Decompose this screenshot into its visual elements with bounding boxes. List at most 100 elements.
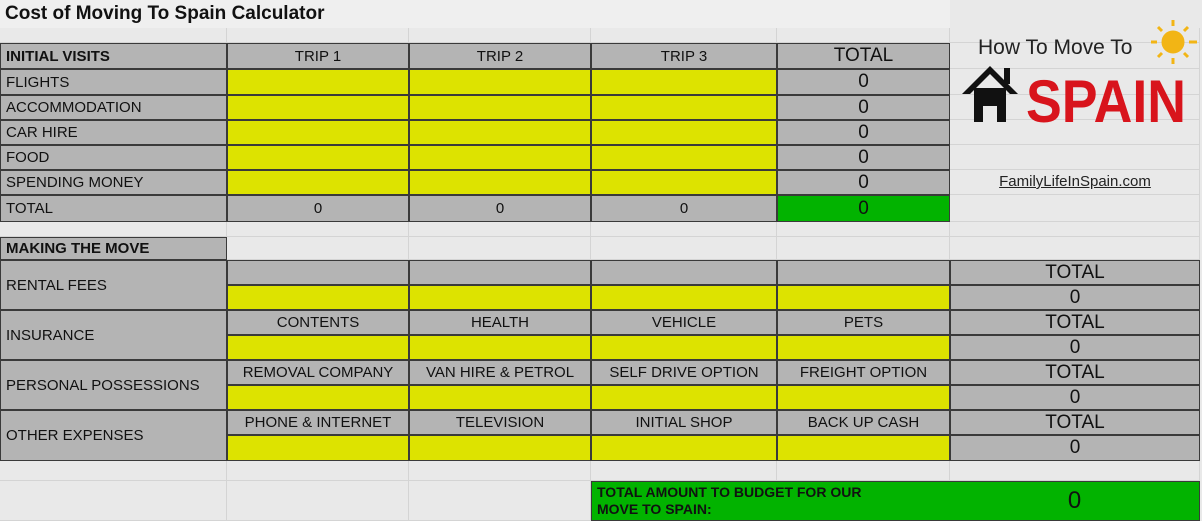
grid-cell[interactable] bbox=[0, 28, 227, 43]
grand-total-label: TOTAL AMOUNT TO BUDGET FOR OUR MOVE TO S… bbox=[591, 481, 950, 521]
row-label: FLIGHTS bbox=[0, 69, 227, 95]
cost-input[interactable] bbox=[227, 120, 409, 145]
cost-input[interactable] bbox=[777, 285, 950, 310]
section-label: RENTAL FEES bbox=[0, 260, 227, 310]
cost-input[interactable] bbox=[409, 435, 591, 461]
cost-input[interactable] bbox=[409, 385, 591, 410]
column-header: CONTENTS bbox=[227, 310, 409, 335]
row-label: SPENDING MONEY bbox=[0, 170, 227, 195]
cost-input[interactable] bbox=[591, 95, 777, 120]
cost-input[interactable] bbox=[591, 385, 777, 410]
column-header: BACK UP CASH bbox=[777, 410, 950, 435]
cost-input[interactable] bbox=[227, 69, 409, 95]
grid-cell[interactable] bbox=[950, 237, 1200, 260]
cost-input[interactable] bbox=[591, 285, 777, 310]
cost-input[interactable] bbox=[591, 69, 777, 95]
section-total-label: TOTAL bbox=[950, 260, 1200, 285]
cost-input[interactable] bbox=[591, 120, 777, 145]
website-link[interactable]: FamilyLifeInSpain.com bbox=[999, 173, 1151, 190]
section-total-label: TOTAL bbox=[950, 410, 1200, 435]
column-header: INITIAL SHOP bbox=[591, 410, 777, 435]
row-total: 0 bbox=[777, 145, 950, 170]
grand-total-value: 0 bbox=[950, 481, 1200, 521]
grid-cell[interactable] bbox=[950, 145, 1200, 170]
grid-cell[interactable] bbox=[950, 43, 1200, 69]
grid-cell[interactable] bbox=[950, 170, 1200, 195]
cost-input[interactable] bbox=[777, 385, 950, 410]
cost-input[interactable] bbox=[777, 335, 950, 360]
sun-icon bbox=[1151, 20, 1197, 64]
grid-cell[interactable] bbox=[409, 237, 591, 260]
grid-cell[interactable] bbox=[591, 222, 777, 237]
column-header: TRIP 2 bbox=[409, 43, 591, 69]
grid-cell[interactable] bbox=[409, 222, 591, 237]
cost-input[interactable] bbox=[409, 95, 591, 120]
logo-line2: SPAIN bbox=[1026, 68, 1186, 134]
grid-cell[interactable] bbox=[227, 237, 409, 260]
cost-input[interactable] bbox=[227, 285, 409, 310]
grid-cell[interactable] bbox=[0, 222, 227, 237]
cost-input[interactable] bbox=[409, 285, 591, 310]
cost-input[interactable] bbox=[409, 120, 591, 145]
section-total: 0 bbox=[950, 335, 1200, 360]
grid-cell[interactable] bbox=[0, 461, 227, 481]
cost-input[interactable] bbox=[591, 335, 777, 360]
column-header: REMOVAL COMPANY bbox=[227, 360, 409, 385]
grid-cell[interactable] bbox=[591, 237, 777, 260]
column-header: PHONE & INTERNET bbox=[227, 410, 409, 435]
column-header: TRIP 1 bbox=[227, 43, 409, 69]
grid-cell[interactable] bbox=[591, 461, 777, 481]
grid-cell[interactable] bbox=[950, 222, 1200, 237]
grid-cell[interactable] bbox=[227, 28, 409, 43]
cost-input[interactable] bbox=[591, 145, 777, 170]
cost-input[interactable] bbox=[409, 335, 591, 360]
trip-total: 0 bbox=[591, 195, 777, 222]
section-total: 0 bbox=[950, 285, 1200, 310]
grid-cell[interactable] bbox=[227, 222, 409, 237]
cost-input[interactable] bbox=[409, 170, 591, 195]
column-header bbox=[777, 260, 950, 285]
grid-cell[interactable] bbox=[950, 195, 1200, 222]
grid-cell[interactable] bbox=[409, 461, 591, 481]
trip-total: 0 bbox=[227, 195, 409, 222]
cost-input[interactable] bbox=[591, 435, 777, 461]
making-the-move-heading: MAKING THE MOVE bbox=[0, 237, 227, 260]
grid-cell[interactable] bbox=[777, 28, 950, 43]
section-total-label: TOTAL bbox=[950, 310, 1200, 335]
cost-input[interactable] bbox=[409, 145, 591, 170]
grid-cell[interactable] bbox=[409, 28, 591, 43]
cost-input[interactable] bbox=[227, 435, 409, 461]
column-header: VEHICLE bbox=[591, 310, 777, 335]
cost-input[interactable] bbox=[227, 145, 409, 170]
column-header bbox=[591, 260, 777, 285]
grid-cell[interactable] bbox=[777, 222, 950, 237]
section-label: OTHER EXPENSES bbox=[0, 410, 227, 461]
grid-cell[interactable] bbox=[950, 95, 1200, 120]
cost-input[interactable] bbox=[409, 69, 591, 95]
grid-cell[interactable] bbox=[950, 120, 1200, 145]
grid-cell[interactable] bbox=[777, 237, 950, 260]
grid-cell[interactable] bbox=[409, 481, 591, 521]
column-header: TRIP 3 bbox=[591, 43, 777, 69]
cost-input[interactable] bbox=[227, 170, 409, 195]
grid-cell[interactable] bbox=[950, 69, 1200, 95]
column-header: PETS bbox=[777, 310, 950, 335]
how-to-move-to-spain-logo: How To Move To SPAIN bbox=[962, 20, 1197, 134]
column-header bbox=[227, 260, 409, 285]
grid-cell[interactable] bbox=[950, 28, 1200, 43]
trip-total: 0 bbox=[409, 195, 591, 222]
grid-cell[interactable] bbox=[777, 461, 950, 481]
row-label: FOOD bbox=[0, 145, 227, 170]
grid-cell[interactable] bbox=[0, 481, 227, 521]
cost-input[interactable] bbox=[227, 385, 409, 410]
column-header: SELF DRIVE OPTION bbox=[591, 360, 777, 385]
column-header: TELEVISION bbox=[409, 410, 591, 435]
grid-cell[interactable] bbox=[227, 461, 409, 481]
grid-cell[interactable] bbox=[950, 461, 1200, 481]
cost-input[interactable] bbox=[227, 95, 409, 120]
grid-cell[interactable] bbox=[227, 481, 409, 521]
grid-cell[interactable] bbox=[591, 28, 777, 43]
cost-input[interactable] bbox=[591, 170, 777, 195]
cost-input[interactable] bbox=[777, 435, 950, 461]
cost-input[interactable] bbox=[227, 335, 409, 360]
